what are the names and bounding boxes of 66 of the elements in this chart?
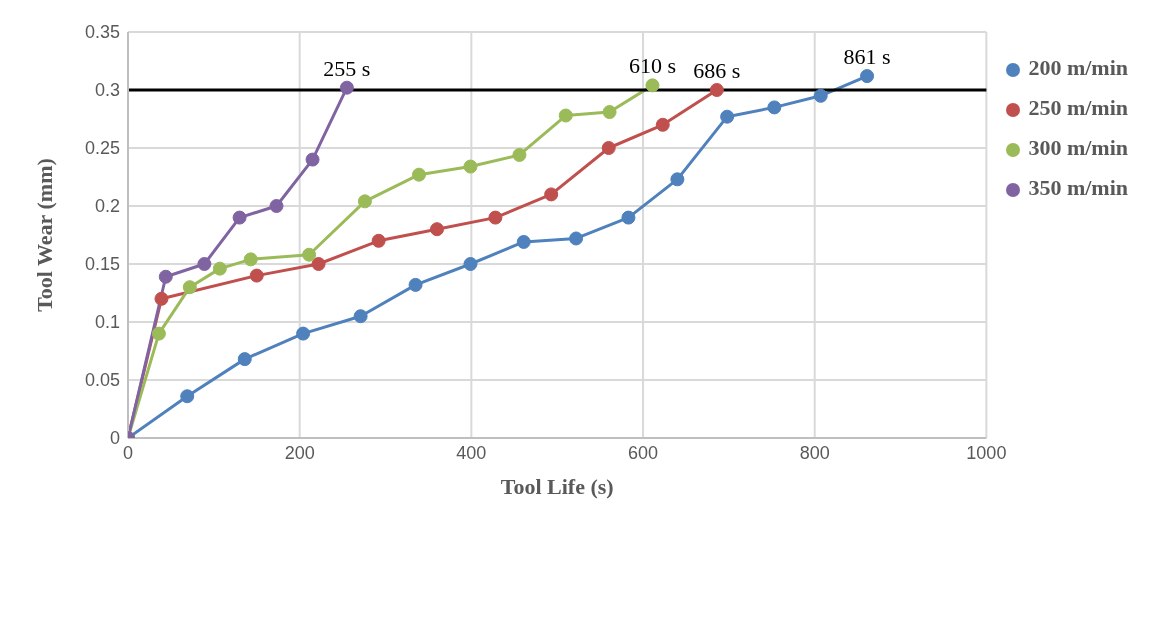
annotation: 255 s: [323, 55, 371, 81]
point: [158, 269, 173, 284]
point: [430, 222, 445, 237]
point: [720, 109, 735, 124]
point: [269, 199, 284, 213]
point: [621, 210, 636, 225]
point: [311, 257, 326, 271]
point: [249, 268, 264, 283]
point: [302, 247, 317, 262]
annotation: 686 s: [693, 58, 741, 83]
legend-label: 350 m/min: [1028, 175, 1128, 200]
point: [237, 352, 252, 367]
y-tick-label: 0: [109, 428, 120, 449]
y-axis-title: Tool Wear (mm): [31, 158, 57, 312]
x-axis-title: Tool Life (s): [500, 474, 614, 499]
y-tick-label: 0.2: [94, 196, 120, 217]
point: [516, 234, 531, 249]
point: [371, 233, 386, 248]
legend-label: 200 m/min: [1028, 55, 1128, 80]
y-tick-label: 0.15: [84, 254, 120, 275]
y-tick-label: 0.3: [94, 80, 120, 101]
point: [463, 257, 478, 271]
point: [767, 100, 782, 115]
annotation: 861 s: [843, 44, 891, 70]
point: [212, 261, 227, 276]
point: [411, 167, 426, 182]
point: [488, 210, 503, 225]
point: [655, 117, 670, 132]
x-tick-label: 0: [122, 442, 134, 463]
point: [602, 105, 617, 120]
x-tick-label: 200: [284, 442, 315, 463]
x-tick-label: 600: [628, 442, 659, 463]
point: [512, 147, 527, 162]
point: [601, 141, 616, 155]
point: [339, 80, 354, 95]
y-tick-label: 0.25: [84, 138, 120, 159]
point: [813, 88, 828, 103]
y-tick-label: 0.35: [84, 22, 120, 43]
point: [232, 210, 247, 225]
x-tick-label: 1000: [966, 442, 1007, 463]
point: [296, 326, 311, 341]
y-tick-label: 0.1: [94, 312, 120, 333]
point: [569, 231, 584, 246]
point: [558, 108, 573, 123]
point: [154, 291, 169, 306]
point: [709, 83, 724, 97]
y-tick-label: 0.05: [84, 370, 120, 391]
point: [463, 159, 478, 174]
point: [670, 172, 685, 187]
point: [353, 309, 368, 324]
legend-label: 300 m/min: [1028, 135, 1128, 160]
annotation: 610 s: [628, 53, 676, 79]
point: [305, 152, 320, 167]
legend-label: 250 m/min: [1028, 95, 1128, 120]
point: [860, 69, 875, 84]
point: [151, 326, 166, 341]
x-tick-label: 800: [799, 442, 830, 463]
point: [243, 252, 258, 267]
x-tick-label: 400: [456, 442, 487, 463]
point: [182, 280, 197, 295]
point: [180, 389, 195, 404]
point: [197, 257, 212, 271]
point: [408, 277, 423, 292]
point: [357, 194, 372, 209]
point: [645, 78, 660, 93]
point: [544, 187, 559, 202]
